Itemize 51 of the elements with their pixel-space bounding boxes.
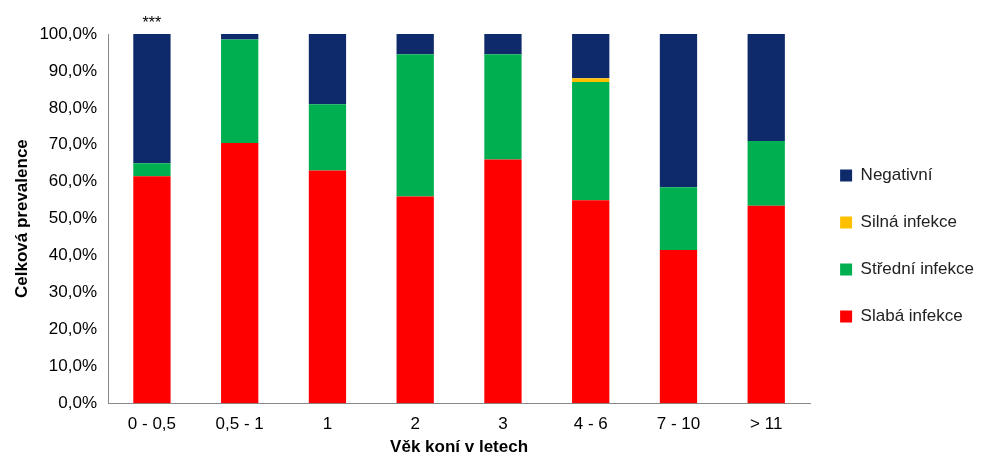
bar	[221, 142, 259, 404]
x-axis-title: Věk koní v letech	[390, 437, 529, 457]
bar	[133, 34, 171, 164]
bar	[747, 34, 785, 142]
x-tick-label: 4 - 6	[573, 414, 608, 434]
x-tick-label: > 11	[750, 414, 783, 434]
bar	[572, 34, 610, 79]
bar	[133, 163, 171, 177]
bar	[747, 141, 785, 206]
x-tick-label: 0 - 0,5	[127, 414, 177, 434]
bar	[659, 249, 698, 404]
bar	[396, 34, 434, 55]
y-tick-label: 90,0%	[48, 60, 98, 80]
y-tick-label: 80,0%	[48, 97, 98, 117]
bar	[572, 82, 610, 201]
bar	[659, 34, 698, 188]
bar	[396, 54, 434, 197]
legend-label: Silná infekce	[860, 212, 957, 232]
bar	[747, 205, 785, 404]
y-tick-label: 60,0%	[48, 171, 98, 191]
bar	[484, 34, 522, 55]
bar	[221, 39, 259, 143]
bar	[133, 176, 171, 404]
y-axis-title: Celková prevalence	[11, 139, 31, 298]
bar	[659, 187, 698, 250]
legend-label: Negativní	[860, 165, 933, 185]
bar	[308, 34, 347, 105]
y-tick-label: 100,0%	[39, 23, 98, 43]
y-tick-label: 0,0%	[58, 392, 98, 412]
bar	[572, 78, 610, 82]
x-tick-label: 1	[322, 414, 333, 434]
bar	[484, 54, 522, 160]
x-tick-label: 2	[410, 414, 420, 434]
y-tick-label: 20,0%	[48, 319, 98, 339]
y-tick-label: 10,0%	[48, 355, 98, 375]
y-tick-label: 50,0%	[48, 208, 98, 228]
x-tick-label: 7 - 10	[656, 414, 701, 434]
bar	[308, 170, 347, 404]
y-tick-label: 30,0%	[48, 282, 98, 302]
legend-label: Slabá infekce	[860, 306, 963, 326]
y-tick-label: 70,0%	[48, 134, 98, 154]
bar	[308, 104, 347, 171]
bar	[221, 34, 259, 40]
bar	[572, 200, 610, 404]
bar	[396, 196, 434, 404]
annotation: ***	[142, 14, 162, 32]
x-tick-label: 0,5 - 1	[215, 414, 264, 434]
bar	[484, 159, 522, 404]
legend-label: Střední infekce	[860, 259, 975, 279]
y-tick-label: 40,0%	[48, 245, 98, 265]
x-tick-label: 3	[498, 414, 508, 434]
